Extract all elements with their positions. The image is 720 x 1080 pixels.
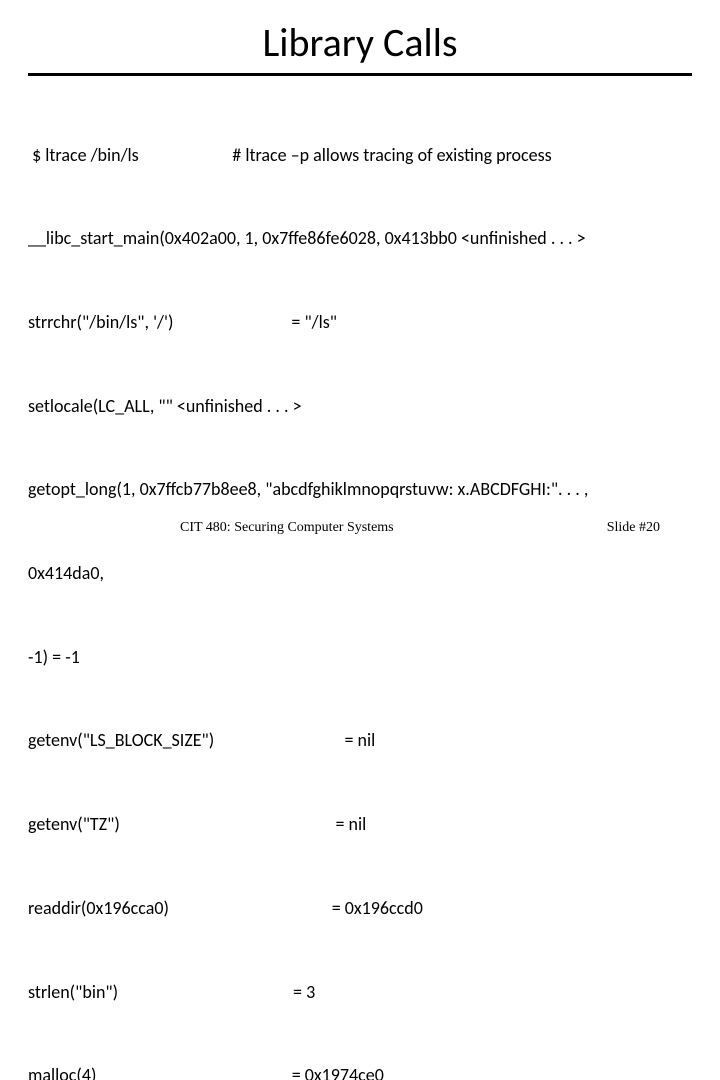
title-divider <box>28 73 692 76</box>
code-line: malloc(4) = 0x1974ce0 <box>28 1062 692 1080</box>
code-line: __libc_start_main(0x402a00, 1, 0x7ffe86f… <box>28 225 692 253</box>
code-line: getenv("TZ") = nil <box>28 811 692 839</box>
code-line: readdir(0x196cca0) = 0x196ccd0 <box>28 895 692 923</box>
code-line: strrchr("/bin/ls", '/') = "/ls" <box>28 309 692 337</box>
code-line: -1) = -1 <box>28 644 692 672</box>
code-line: strlen("bin") = 3 <box>28 979 692 1007</box>
code-line: getenv("LS_BLOCK_SIZE") = nil <box>28 727 692 755</box>
slide-content: $ ltrace /bin/ls # ltrace –p allows trac… <box>28 86 692 1080</box>
code-line: $ ltrace /bin/ls # ltrace –p allows trac… <box>28 142 692 170</box>
slide-title: Library Calls <box>28 18 692 67</box>
footer-slide-number: Slide #20 <box>607 520 660 536</box>
code-line: setlocale(LC_ALL, "" <unfinished . . . > <box>28 393 692 421</box>
footer-course: CIT 480: Securing Computer Systems <box>180 520 394 536</box>
code-line: 0x414da0, <box>28 560 692 588</box>
slide: Library Calls $ ltrace /bin/ls # ltrace … <box>0 0 720 540</box>
code-line: getopt_long(1, 0x7ffcb77b8ee8, "abcdfghi… <box>28 476 692 504</box>
